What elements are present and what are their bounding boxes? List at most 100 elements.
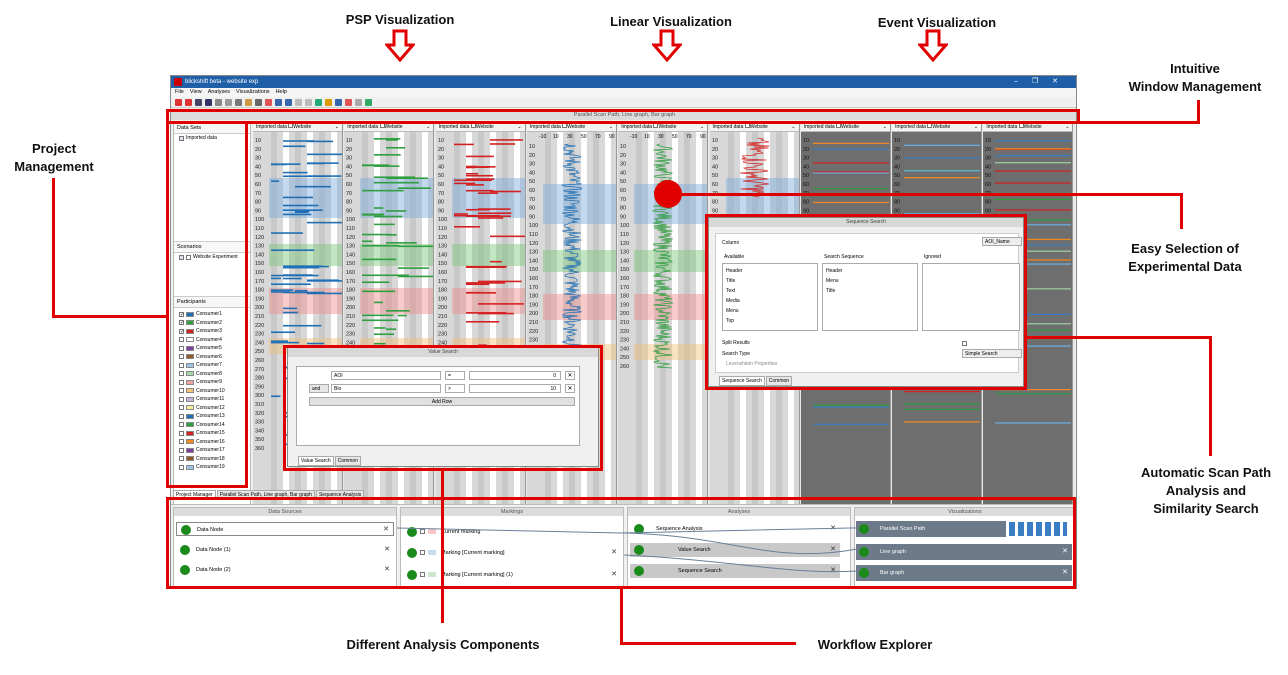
chevron-down-icon[interactable]: ⌄	[973, 124, 979, 130]
user-icon[interactable]	[265, 98, 272, 106]
scenario-checkbox[interactable]	[179, 254, 184, 260]
chevron-down-icon[interactable]: ⌄	[426, 124, 431, 130]
menu-help[interactable]: Help	[275, 89, 287, 95]
scenario-item[interactable]: Website Experiment	[174, 253, 250, 262]
import-icon[interactable]	[195, 98, 202, 106]
participant-checkbox[interactable]: ✓	[179, 328, 185, 335]
split-results-checkbox[interactable]	[962, 341, 967, 346]
participant-checkbox[interactable]	[179, 371, 184, 377]
chevron-down-icon[interactable]: ⌄	[608, 124, 613, 130]
menu-visualizations[interactable]: Visualizations	[236, 89, 270, 95]
save-icon[interactable]	[205, 98, 212, 106]
marking-checkbox[interactable]	[420, 572, 425, 577]
participant-item[interactable]: Consumer18	[174, 455, 250, 464]
participant-item[interactable]: ✓ Consumer2	[174, 319, 250, 328]
value-row-2-value[interactable]: 10	[469, 384, 561, 393]
value-row-1-value[interactable]: 0	[469, 371, 561, 380]
people-icon[interactable]	[345, 98, 352, 106]
new-project-icon[interactable]	[185, 98, 192, 106]
remove-icon[interactable]: ✕	[384, 566, 390, 573]
participant-checkbox[interactable]	[179, 354, 184, 360]
participant-checkbox[interactable]: ✓	[179, 320, 185, 327]
remove-row-icon[interactable]: ✕	[565, 371, 575, 380]
search-sequence-list[interactable]: Header Menu Title	[822, 263, 918, 331]
value-row-2-conj[interactable]: and	[309, 384, 329, 393]
vis-node-parallel-scan-path[interactable]: Parallel Scan Path	[856, 521, 1006, 537]
available-list[interactable]: Header Title Text Media Menu Top	[722, 263, 818, 331]
participant-item[interactable]: Consumer8	[174, 370, 250, 379]
menu-file[interactable]: File	[175, 89, 184, 95]
participant-checkbox[interactable]	[179, 439, 184, 445]
restore-icon[interactable]: ❐	[1031, 78, 1053, 85]
forward-icon[interactable]	[235, 98, 242, 106]
search-sequence-item[interactable]: Header	[826, 268, 843, 274]
participant-checkbox[interactable]	[179, 379, 184, 385]
column-plot[interactable]: 10 20 30 40 50 60 70 80 90 100 110 120 130 140 150 160 1…	[527, 132, 617, 534]
available-item[interactable]: Header	[726, 268, 743, 274]
vis-column[interactable]: Imported data Website ⌄ 10 20 30 40 50 60 70 80 90…	[253, 122, 343, 534]
participant-checkbox[interactable]	[179, 362, 184, 368]
available-item[interactable]: Top	[726, 318, 735, 324]
available-item[interactable]: Menu	[726, 308, 739, 314]
data-node-0[interactable]: Data Node ✕	[176, 522, 394, 536]
chevron-down-icon[interactable]: ⌄	[334, 124, 339, 130]
remove-icon[interactable]: ✕	[384, 546, 390, 553]
heatmap-icon[interactable]	[335, 98, 342, 106]
search-sequence-item[interactable]: Menu	[826, 278, 839, 284]
add-row-button[interactable]: Add Row	[309, 397, 575, 406]
chart-icon[interactable]	[285, 98, 292, 106]
participant-checkbox[interactable]	[179, 405, 184, 411]
table-icon[interactable]	[305, 98, 312, 106]
vis-node-bar-graph[interactable]: Bar graph ✕	[856, 565, 1072, 581]
value-row-2-field[interactable]: Bio	[331, 384, 441, 393]
available-item[interactable]: Text	[726, 288, 736, 294]
chevron-down-icon[interactable]: ⌄	[1065, 124, 1070, 130]
participant-item[interactable]: Consumer6	[174, 353, 250, 362]
remove-icon[interactable]: ✕	[1062, 548, 1068, 555]
participant-checkbox[interactable]	[179, 396, 184, 402]
participant-item[interactable]: Consumer17	[174, 446, 250, 455]
bar-chart-icon[interactable]	[325, 98, 332, 106]
remove-icon[interactable]: ✕	[383, 526, 389, 533]
participant-item[interactable]: Consumer19	[174, 463, 250, 472]
column-plot[interactable]: 10 20 30 40 50 60 70 80 90 100 110 120 130 140 150 160 1…	[344, 132, 434, 534]
column-header[interactable]: Imported data Website ⌄	[435, 122, 525, 132]
analysis-icon[interactable]	[215, 98, 222, 106]
ignored-list[interactable]	[922, 263, 1020, 331]
participant-item[interactable]: Consumer16	[174, 438, 250, 447]
open-project-icon[interactable]	[175, 98, 182, 106]
column-plot[interactable]: 10 20 30 40 50 60 70 80 90 100 110 120 130 140 150 160 1…	[436, 132, 526, 534]
data-node-2[interactable]: Data Node (2) ✕	[176, 563, 394, 577]
participant-checkbox[interactable]	[179, 447, 184, 453]
levenshtein-properties[interactable]: Levenshtein Properties	[726, 361, 778, 367]
network-icon[interactable]	[275, 98, 282, 106]
participant-item[interactable]: Consumer7	[174, 361, 250, 370]
participant-item[interactable]: Consumer11	[174, 395, 250, 404]
remove-icon[interactable]: ✕	[1062, 569, 1068, 576]
participant-item[interactable]: Consumer9	[174, 378, 250, 387]
vis-column[interactable]: Imported data Website ⌄ 10 20 30 40 50 60 70 80 90…	[435, 122, 526, 534]
search-sequence-item[interactable]: Title	[826, 288, 836, 294]
dataset-item[interactable]: Imported data	[174, 134, 250, 143]
bars-icon[interactable]	[315, 98, 322, 106]
participant-item[interactable]: Consumer4	[174, 336, 250, 345]
dataset-checkbox[interactable]	[179, 135, 184, 141]
grid-icon[interactable]	[295, 98, 302, 106]
participant-item[interactable]: ✓ Consumer1	[174, 310, 250, 319]
close-icon[interactable]: ✕	[1052, 78, 1072, 85]
available-item[interactable]: Media	[726, 298, 740, 304]
chevron-down-icon[interactable]: ⌄	[882, 124, 887, 130]
column-plot[interactable]: 10 20 30 40 50 60 70 80 90 100 110 120 130 140 150 160 1…	[618, 132, 708, 534]
tab-sequence-search[interactable]: Sequence Search	[719, 376, 765, 386]
marking-node-2[interactable]: Marking [Current marking] (1) ✕	[403, 568, 621, 582]
participant-item[interactable]: Consumer5	[174, 344, 250, 353]
chevron-down-icon[interactable]: ⌄	[699, 124, 705, 130]
tab-value-search[interactable]: Value Search	[298, 456, 334, 466]
value-row-1-field[interactable]: AOI	[331, 371, 441, 380]
help-icon[interactable]	[225, 98, 232, 106]
marking-checkbox[interactable]	[420, 550, 425, 555]
participant-checkbox[interactable]	[179, 430, 184, 436]
filter-icon[interactable]	[355, 98, 362, 106]
column-select[interactable]: AOI_Name	[982, 237, 1022, 246]
participant-item[interactable]: Consumer14	[174, 421, 250, 430]
